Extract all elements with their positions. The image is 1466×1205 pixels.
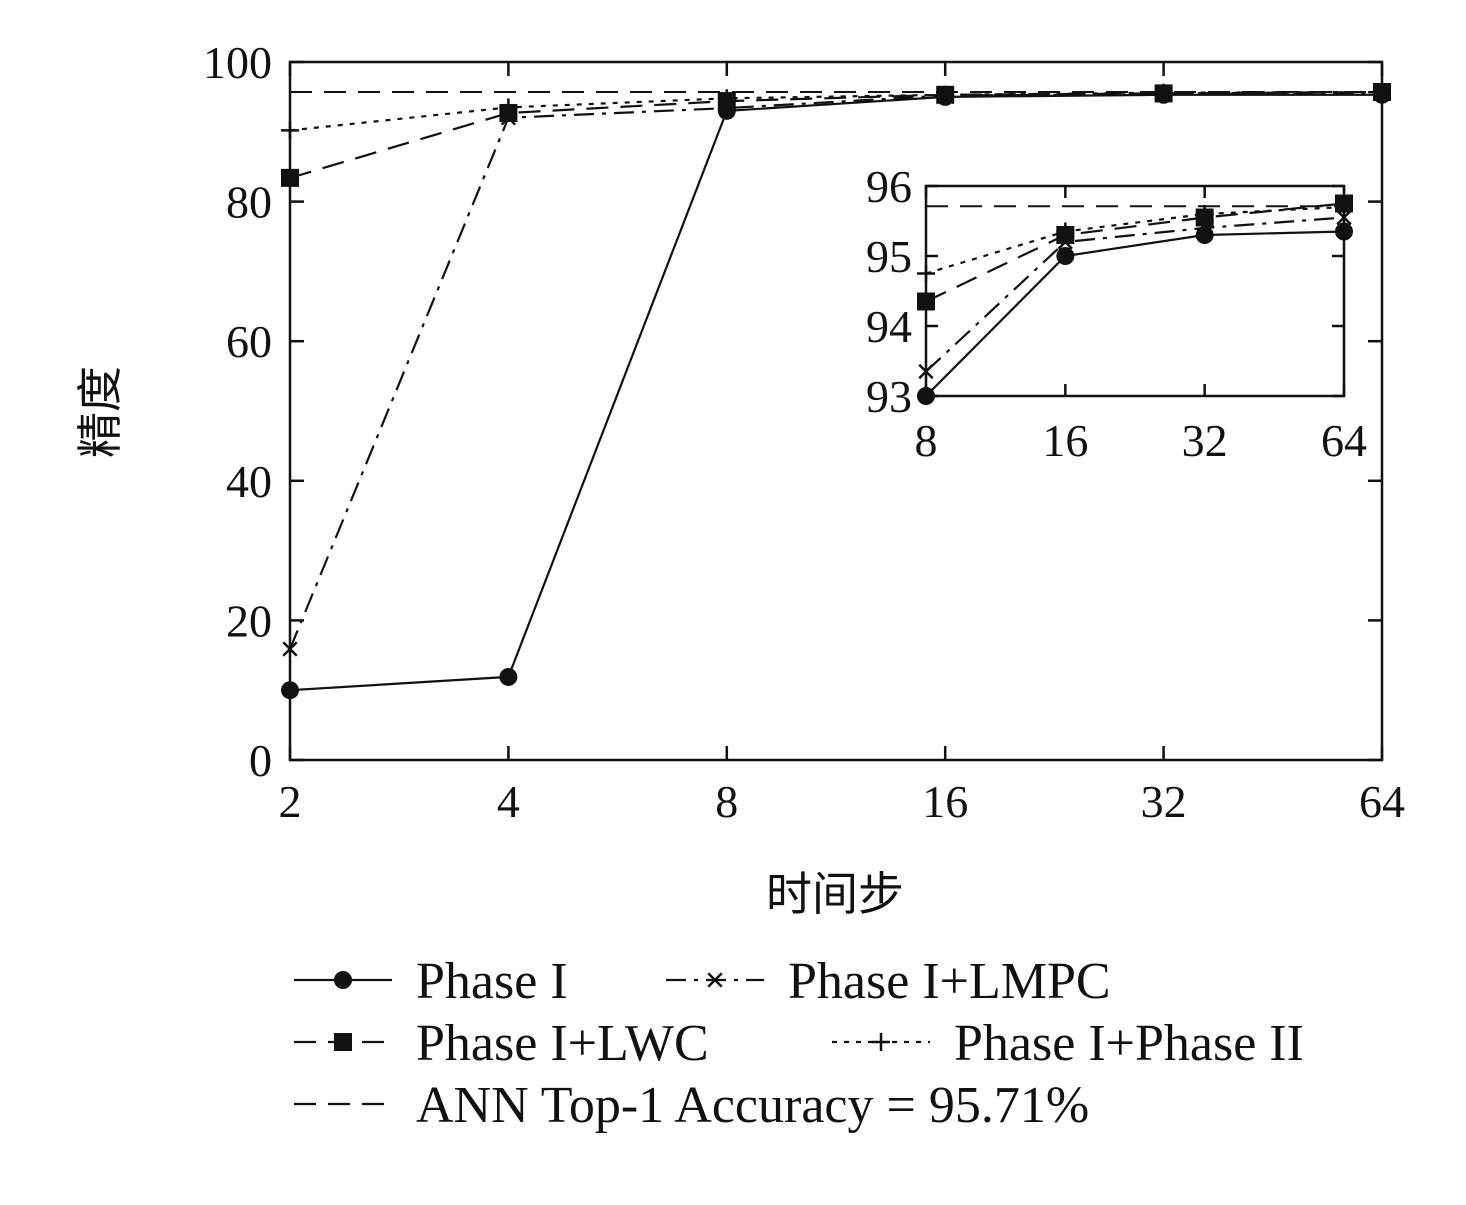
main-series-line-1 [289,93,1382,692]
legend-item-2: Phase I+LMPC [666,953,1111,1010]
legend-label: ANN Top-1 Accuracy = 95.71% [416,1077,1089,1134]
legend-item-4: Phase I+Phase II [832,1015,1304,1072]
legend-item-5: ANN Top-1 Accuracy = 95.71% [294,1077,1089,1134]
main-data-point-4-shape [499,98,518,117]
legend-label: Phase I+LWC [416,1015,709,1072]
main-data-point-4-shape [1373,83,1391,102]
main-data-point-1 [281,681,299,700]
inset-data-point-1-shape [1195,226,1214,244]
inset-data-point-4 [1056,222,1075,241]
inset-x-tick-label: 8 [915,415,938,466]
inset-data-point-1 [1195,226,1214,244]
main-x-tick-label: 32 [1141,776,1187,827]
inset-data-point-3 [917,292,935,311]
main-data-point-4 [281,121,299,140]
inset-x-tick-label: 32 [1182,415,1228,466]
x-axis-title: 时间步 [766,869,904,920]
main-data-point-4 [936,85,955,104]
main-data-point-1 [499,667,518,686]
legend-label: Phase I+LMPC [788,953,1111,1010]
inset-y-tick-label: 93 [866,371,912,422]
legend-marker-square-shape [334,1033,352,1051]
inset-y-tick-label: 95 [866,231,912,282]
inset-data-point-4-shape [1056,222,1075,241]
inset-data-point-1-shape [917,387,935,405]
main-y-tick-label: 80 [226,177,272,228]
legend-item-3: Phase I+LWC [294,1015,709,1072]
inset-data-point-2 [1336,209,1352,226]
main-data-point-2-shape [282,641,298,657]
main-x-tick-label: 16 [922,776,968,827]
inset-data-point-4 [1335,198,1353,216]
inset-series-line-2 [925,216,1345,373]
main-data-point-3 [281,168,299,187]
inset-data-point-2-shape [918,363,934,380]
legend-marker-square [334,1033,352,1051]
main-x-tick-label: 8 [715,776,738,827]
main-data-point-1-shape [281,681,299,700]
main-data-point-4-shape [936,85,955,104]
main-y-tick-label: 60 [226,316,272,367]
legend-marker-circle-shape [334,971,352,989]
main-x-tick-label: 4 [497,776,520,827]
inset-data-point-4-shape [1335,198,1353,216]
main-data-point-4 [1154,83,1173,102]
main-data-point-4 [1373,83,1391,102]
legend-marker-plus-shape [872,1033,890,1051]
main-data-point-1-shape [499,667,518,686]
inset-data-point-4 [1195,205,1214,223]
main-y-tick-label: 100 [203,37,272,88]
main-x-tick-label: 64 [1359,776,1405,827]
main-data-point-4 [717,89,736,108]
inset-data-point-1 [1056,247,1075,265]
main-data-point-4 [499,98,518,117]
inset-data-point-4 [917,264,935,283]
inset-x-tick-label: 64 [1321,415,1367,466]
main-plot-frame [288,60,1384,762]
main-data-point-4-shape [717,89,736,108]
main-series-line-4 [289,90,1383,132]
legend-marker-x [707,972,723,988]
inset-y-tick-label: 94 [866,301,912,352]
inset-series-line-4 [925,205,1345,275]
legend-marker-plus [872,1033,890,1051]
inset-data-point-1-shape [1056,247,1075,265]
inset-data-point-2-shape [1336,209,1352,226]
legend-label: Phase I+Phase II [954,1015,1304,1072]
main-data-point-4-shape [281,121,299,140]
inset-data-point-1-shape [1335,222,1353,241]
inset-data-point-1 [917,387,935,405]
main-series-line-3 [289,90,1383,179]
inset-y-tick-label: 96 [866,161,912,212]
inset-plot-frame [924,184,1346,398]
y-axis-title: 精度 [75,366,126,458]
main-data-point-2 [282,641,298,657]
inset-series-line-3 [925,202,1345,303]
main-y-tick-label: 20 [226,595,272,646]
legend-marker-x-shape [707,972,723,988]
main-y-tick-label: 0 [249,735,272,786]
inset-x-tick-label: 16 [1042,415,1088,466]
inset-data-point-4-shape [1195,205,1214,223]
main-data-point-4-shape [1154,83,1173,102]
main-data-point-3-shape [281,168,299,187]
inset-data-point-2 [918,363,934,380]
inset-data-point-1 [1335,222,1353,241]
legend-label: Phase I [416,953,568,1010]
legend-marker-circle [334,971,352,989]
inset-data-point-4-shape [917,264,935,283]
inset-data-point-3-shape [917,292,935,311]
main-y-tick-label: 40 [226,456,272,507]
main-x-tick-label: 2 [279,776,302,827]
inset-series-line-1 [925,230,1345,397]
